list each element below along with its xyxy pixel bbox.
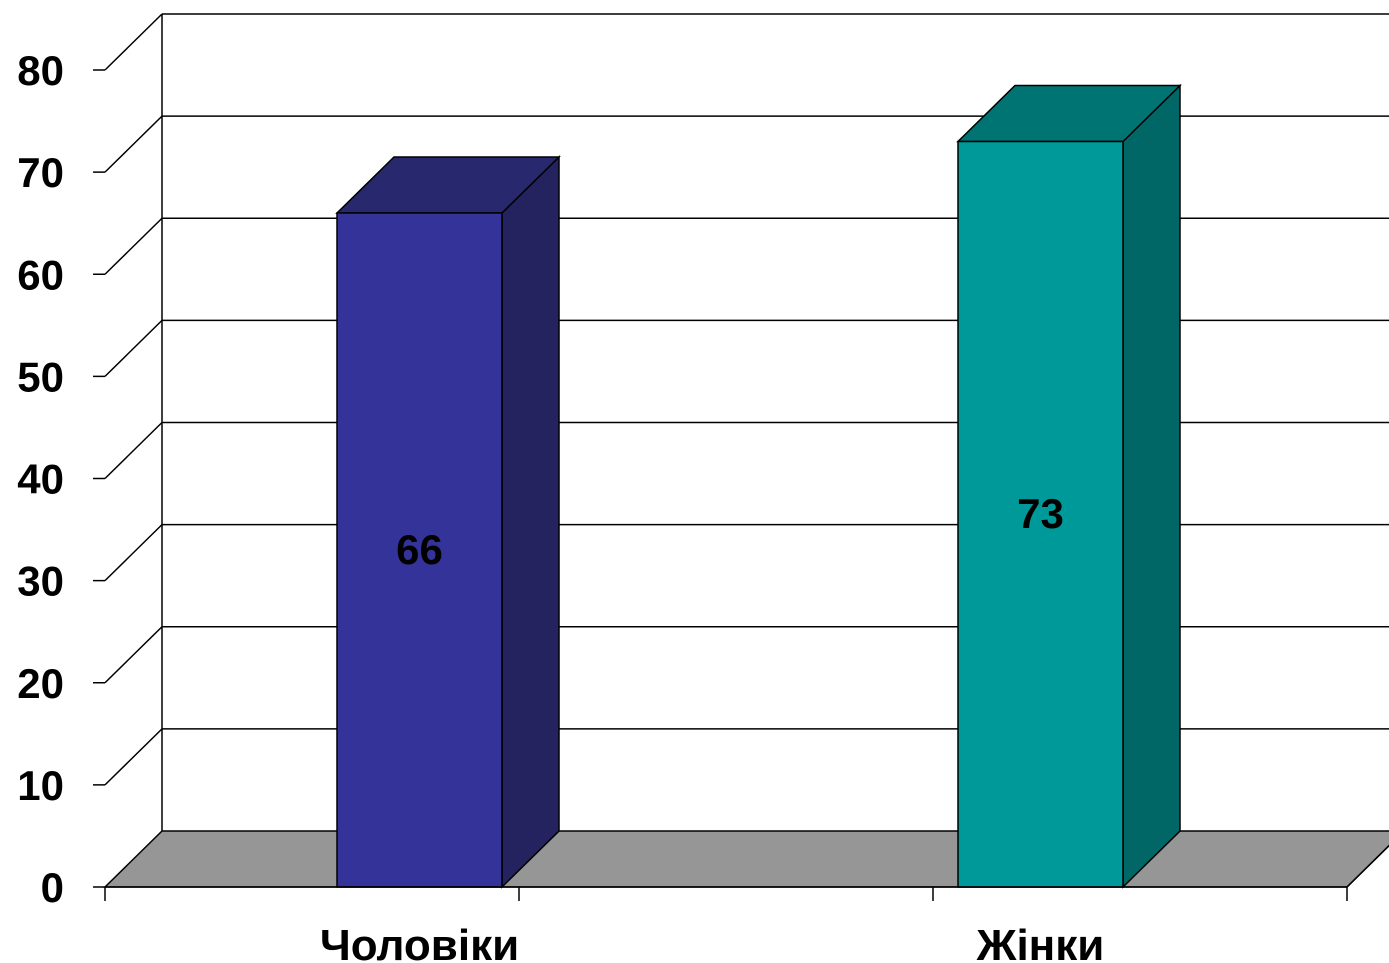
y-tick-label: 70 [17,149,64,196]
gridline-diagonal [104,421,163,480]
gridline-diagonal [104,319,163,377]
bar-front [336,212,503,888]
data-label: 66 [396,526,443,573]
floor [103,830,1389,888]
y-tick-label: 30 [17,558,64,605]
gridline-diagonal [104,115,163,173]
gridline-diagonal [104,626,163,684]
x-tick-label: Чоловіки [320,921,519,963]
y-tick-label: 0 [41,864,64,911]
y-tick-labels: 0 10 20 30 40 50 60 70 80 [17,47,64,911]
y-tick-label: 50 [17,353,64,400]
chart-floor [103,830,1389,888]
x-tick-labels: Чоловіки Жінки [320,921,1104,963]
y-tick-label: 60 [17,251,64,298]
y-tick-label: 40 [17,456,64,503]
y-tick-label: 20 [17,660,64,707]
y-tick-label: 10 [17,762,64,809]
gridline-diagonal [104,524,163,582]
y-tick-label: 80 [17,47,64,94]
bar [335,155,561,889]
bar [956,83,1182,889]
bars [335,83,1182,889]
gridlines [104,13,1389,786]
x-tick-label: Жінки [976,921,1105,963]
data-label: 73 [1017,490,1064,537]
gridline-diagonal [104,217,163,275]
axes [93,69,1389,901]
bar-side [1122,83,1181,889]
gridline-diagonal [104,13,163,71]
bar-side [501,155,560,889]
data-labels: 66 73 [396,490,1064,573]
gridline-diagonal [104,728,163,786]
floor-right-edge [1346,844,1389,888]
